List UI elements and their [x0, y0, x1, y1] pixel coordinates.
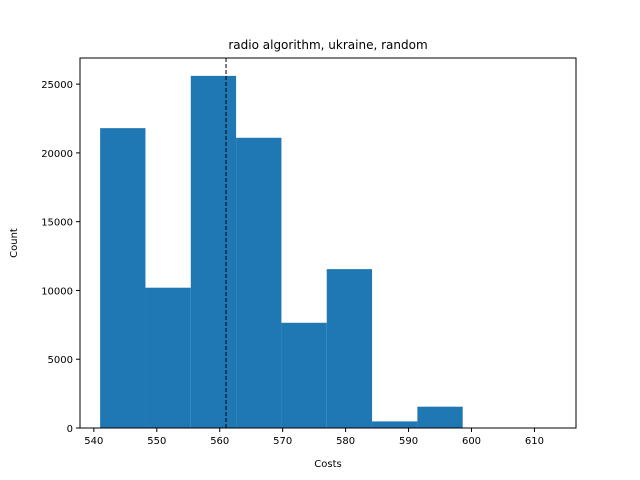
- x-tick-label: 590: [399, 436, 418, 447]
- x-tick-label: 550: [147, 436, 166, 447]
- x-tick-label: 570: [273, 436, 292, 447]
- bars-group: [100, 75, 463, 429]
- histogram-bar-6: [372, 421, 418, 428]
- histogram-bar-1: [145, 287, 191, 428]
- y-tick-label: 5000: [48, 355, 73, 366]
- x-axis-label: Costs: [314, 459, 341, 470]
- x-axis-ticks: 540 550 560 570 580 590 600 610: [84, 428, 544, 447]
- plot-frame: [79, 57, 577, 429]
- x-tick-label: 600: [462, 436, 481, 447]
- y-tick-label: 10000: [41, 286, 73, 297]
- x-tick-label: 560: [210, 436, 229, 447]
- histogram-bar-3: [236, 137, 282, 428]
- y-tick-label: 15000: [41, 218, 73, 229]
- y-axis-label: Count: [9, 228, 20, 258]
- y-tick-label: 20000: [41, 149, 73, 160]
- y-tick-label: 0: [67, 424, 73, 435]
- x-tick-label: 580: [336, 436, 355, 447]
- x-tick-label: 540: [84, 436, 103, 447]
- histogram-bar-2: [190, 75, 237, 428]
- chart-title: radio algorithm, ukraine, random: [228, 38, 427, 52]
- y-axis-ticks: 0 5000 10000 15000 20000 25000: [41, 80, 80, 435]
- histogram-bar-0: [100, 128, 146, 429]
- histogram-bar-4: [281, 322, 327, 428]
- x-tick-label: 610: [525, 436, 544, 447]
- histogram-bar-7: [417, 406, 463, 428]
- histogram-bar-5: [326, 269, 373, 428]
- y-tick-label: 25000: [41, 80, 73, 91]
